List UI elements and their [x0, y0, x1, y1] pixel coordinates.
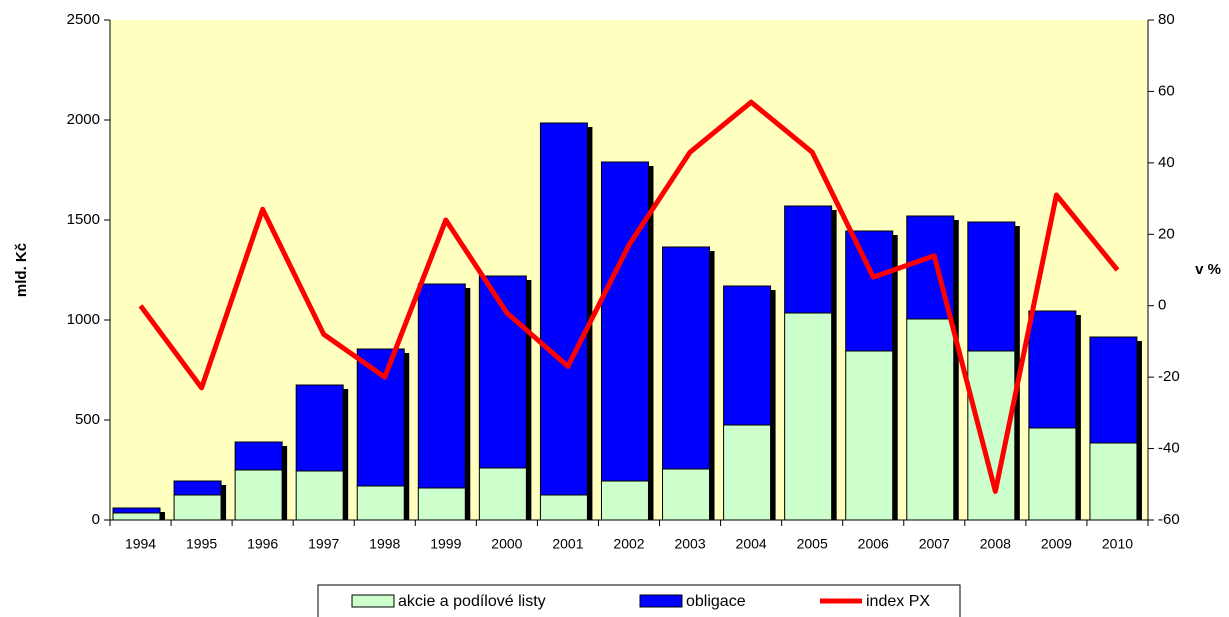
- x-tick-label: 1994: [125, 536, 156, 552]
- x-tick-label: 2000: [491, 536, 522, 552]
- y-tick-label: 2000: [67, 111, 100, 128]
- y2-tick-label: 60: [1158, 82, 1175, 99]
- bar: [600, 480, 649, 521]
- bar: [600, 161, 649, 482]
- bar: [1028, 310, 1077, 429]
- bar: [1089, 336, 1138, 444]
- bar: [967, 221, 1016, 352]
- x-tick-label: 2005: [797, 536, 828, 552]
- y-tick-label: 500: [75, 411, 100, 428]
- bar: [417, 487, 466, 521]
- legend-label: index PX: [866, 593, 930, 610]
- x-tick-label: 2002: [613, 536, 644, 552]
- x-tick-label: 2009: [1041, 536, 1072, 552]
- y-tick-label: 2500: [67, 11, 100, 28]
- bar: [845, 350, 894, 521]
- bar: [356, 348, 405, 487]
- bar: [173, 480, 222, 496]
- x-tick-label: 1995: [186, 536, 217, 552]
- x-tick-label: 2006: [858, 536, 889, 552]
- bar: [112, 507, 161, 514]
- x-tick-label: 2001: [552, 536, 583, 552]
- bar: [295, 384, 344, 472]
- x-tick-label: 2010: [1102, 536, 1133, 552]
- line: [138, 99, 1120, 494]
- y-tick-label: 0: [92, 511, 100, 528]
- bar: [662, 246, 711, 470]
- bar: [234, 441, 283, 471]
- legend-swatch: [639, 594, 683, 608]
- y2-tick-label: 20: [1158, 225, 1175, 242]
- y2-tick-label: -60: [1158, 511, 1180, 528]
- bar: [845, 230, 894, 352]
- bar: [784, 312, 833, 521]
- x-tick-label: 2004: [736, 536, 767, 552]
- legend-swatch: [351, 594, 395, 608]
- y2-axis-label: v %: [1195, 261, 1221, 278]
- bar: [723, 285, 772, 426]
- y2-tick-label: 80: [1158, 11, 1175, 28]
- y-tick-label: 1000: [67, 311, 100, 328]
- bar: [539, 122, 588, 496]
- x-tick-label: 2007: [919, 536, 950, 552]
- y-axis-label: mld. Kč: [13, 243, 30, 297]
- bar: [539, 494, 588, 521]
- bar: [173, 494, 222, 521]
- y-tick-label: 1500: [67, 211, 100, 228]
- bar: [906, 318, 955, 521]
- x-tick-label: 1996: [247, 536, 278, 552]
- x-tick-label: 1999: [430, 536, 461, 552]
- bar: [112, 512, 161, 521]
- legend-label: akcie a podílové listy: [398, 593, 546, 610]
- y2-tick-label: 40: [1158, 154, 1175, 171]
- bar: [234, 469, 283, 521]
- bar: [1028, 427, 1077, 521]
- y2-tick-label: -40: [1158, 440, 1180, 457]
- y2-tick-label: 0: [1158, 297, 1166, 314]
- bar: [417, 283, 466, 489]
- bar: [295, 470, 344, 521]
- bar: [662, 468, 711, 521]
- bar: [478, 467, 527, 521]
- bar: [784, 205, 833, 314]
- bar: [1089, 442, 1138, 521]
- legend-label: obligace: [686, 593, 746, 610]
- x-tick-label: 2008: [980, 536, 1011, 552]
- y2-tick-label: -20: [1158, 368, 1180, 385]
- x-tick-label: 1997: [308, 536, 339, 552]
- bar: [356, 485, 405, 521]
- bar: [723, 424, 772, 521]
- x-tick-label: 1998: [369, 536, 400, 552]
- x-tick-label: 2003: [674, 536, 705, 552]
